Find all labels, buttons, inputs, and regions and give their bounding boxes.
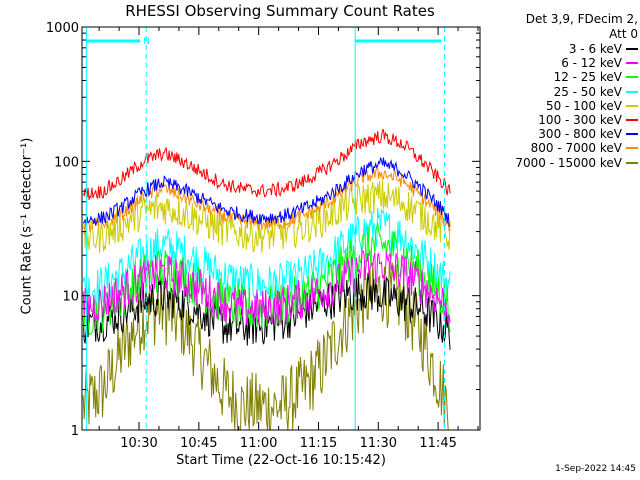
- legend-entry-label: 7000 - 15000 keV: [515, 155, 622, 170]
- series-line-6: [82, 157, 451, 227]
- legend-entry: 7000 - 15000 keV: [478, 156, 638, 170]
- legend-header-line-2: Att 0: [609, 27, 638, 41]
- legend-entry-label: 12 - 25 keV: [553, 70, 622, 85]
- legend-entry: 6 - 12 keV: [478, 56, 638, 70]
- legend-entry: 100 - 300 keV: [478, 113, 638, 127]
- axes: 1 10 100 1000 10:30 10:45 11:00 11:15 11:30 11:45: [46, 21, 480, 451]
- legend-entry: 50 - 100 keV: [478, 99, 638, 113]
- y-tick-label: 10: [62, 290, 79, 305]
- legend-entries: 3 - 6 keV 6 - 12 keV 12 - 25 keV 25 - 50 ke…: [478, 42, 638, 170]
- legend-entry: 12 - 25 keV: [478, 70, 638, 84]
- x-tick-label: 11:45: [419, 436, 456, 451]
- legend-entry: 3 - 6 keV: [478, 42, 638, 56]
- legend-swatch: [626, 76, 638, 79]
- legend-entry-label: 100 - 300 keV: [538, 113, 622, 128]
- legend-entry: 25 - 50 keV: [478, 85, 638, 99]
- y-tick-label: 1000: [46, 21, 79, 36]
- series-line-8: [82, 260, 451, 432]
- legend-swatch: [626, 62, 638, 65]
- legend-entry-label: 3 - 6 keV: [568, 42, 622, 57]
- series-line-2: [82, 222, 451, 336]
- time-markers: N: [85, 27, 446, 430]
- series-line-1: [82, 249, 451, 327]
- night-bar-label: N: [143, 37, 150, 47]
- legend-entry: 800 - 7000 keV: [478, 141, 638, 155]
- legend-entry-label: 800 - 7000 keV: [530, 141, 622, 156]
- x-tick-label: 11:00: [240, 436, 277, 451]
- legend-entry-label: 6 - 12 keV: [561, 56, 622, 71]
- legend-swatch: [626, 161, 638, 164]
- legend-swatch: [626, 119, 638, 122]
- legend-header-line-1: Det 3,9, FDecim 2,: [525, 12, 638, 26]
- y-tick-label: 100: [54, 155, 79, 170]
- legend-swatch: [626, 104, 638, 107]
- legend-entry-label: 25 - 50 keV: [553, 84, 622, 99]
- x-tick-label: 10:45: [180, 436, 217, 451]
- series-line-0: [82, 272, 451, 350]
- y-tick-label: 1: [71, 424, 79, 439]
- legend-swatch: [626, 90, 638, 93]
- series-layer: [82, 128, 451, 432]
- legend-entry-label: 50 - 100 keV: [545, 98, 622, 113]
- legend-swatch: [626, 133, 638, 136]
- x-tick-label: 11:30: [360, 436, 397, 451]
- plot-timestamp: 1-Sep-2022 14:45: [555, 464, 636, 474]
- legend-entry: 300 - 800 keV: [478, 127, 638, 141]
- legend: Det 3,9, FDecim 2, Att 0 3 - 6 keV 6 - 12…: [478, 12, 638, 170]
- chart-title: RHESSI Observing Summary Count Rates: [125, 2, 435, 20]
- x-tick-label: 11:15: [300, 436, 337, 451]
- legend-swatch: [626, 147, 638, 150]
- y-axis-label: Count Rate (s⁻¹ detector⁻¹): [19, 137, 35, 315]
- legend-entry-label: 300 - 800 keV: [538, 127, 622, 142]
- legend-swatch: [626, 48, 638, 51]
- plot-frame: [81, 26, 481, 431]
- x-axis-label: Start Time (22-Oct-16 10:15:42): [176, 453, 386, 468]
- x-tick-label: 10:30: [120, 436, 157, 451]
- series-line-5: [82, 128, 451, 200]
